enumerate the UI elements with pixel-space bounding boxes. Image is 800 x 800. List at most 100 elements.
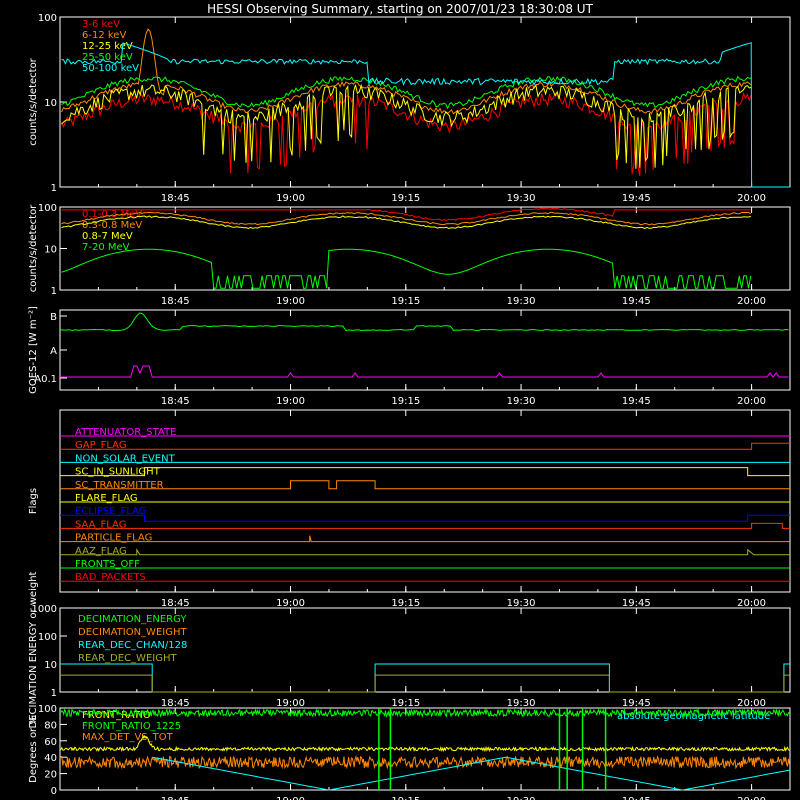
panel-frame [59,206,791,291]
x-tick-label: 19:45 [622,296,651,307]
series-line [61,42,790,188]
legend-entry: MAX_DET_VS_TOT [82,732,174,743]
y-tick-label: 100 [38,13,57,24]
x-tick-label: 18:45 [161,598,190,609]
flag-label: ECLIPSE_FLAG [75,506,146,517]
y-axis-label: Degrees or % [28,715,39,783]
legend-entry: REAR_DEC_WEIGHT [78,653,177,664]
flag-label: FLARE_FLAG [75,493,138,504]
x-tick-label: 19:30 [507,396,536,407]
x-tick-label: 19:00 [276,296,305,307]
panel-frame [59,409,791,593]
series-line [61,207,751,221]
y-axis-label: counts/s/detector [28,204,39,292]
x-tick-label: 19:15 [391,698,420,709]
x-tick-label: 18:45 [161,296,190,307]
x-tick-label: 20:00 [737,698,766,709]
series-line [61,83,752,169]
x-tick-label: 18:45 [161,396,190,407]
x-tick-label: 19:45 [622,598,651,609]
x-tick-label: 19:45 [622,796,651,800]
legend-entry: DECIMATION_ENERGY [78,614,187,625]
legend-entry: 25-50 keV [82,52,133,63]
y-tick-label: 20 [44,770,57,781]
x-tick-label: 19:30 [507,193,536,204]
y-tick-label: 0 [51,786,57,797]
series-line [61,75,752,110]
panel-frame [59,309,791,391]
panel-frame [59,707,791,791]
x-tick-label: 19:45 [622,698,651,709]
goes-long-trace [59,312,789,332]
x-tick-label: 20:00 [737,296,766,307]
y-tick-label: 1000 [32,604,57,615]
goes-short-trace [60,365,789,378]
y-tick-label: A0.1 [34,374,57,385]
flag-line [60,467,790,477]
legend-entry: 0.3-0.8 MeV [82,220,142,231]
plot-title: HESSI Observing Summary, starting on 200… [207,2,593,16]
y-tick-label: 10 [44,660,57,671]
panel-flags: Flags 18:45 19:00 19:15 19:30 19:45 20:00 ATTEN… [28,409,791,609]
panel-xray-lightcurves: counts/s/detector 18:45 19:00 19:15 19:30 19:… [28,13,791,204]
legend-entry: 50-100 keV [82,63,139,74]
y-tick-label: 60 [44,737,57,748]
panel-goes: GOES-12 [W m⁻²] 18:45 19:00 19:15 19:30 19:45… [28,306,791,407]
x-tick-label: 19:00 [276,396,305,407]
flag-label: NON_SOLAR_EVENT [75,453,176,464]
y-tick-label: 1 [51,688,57,699]
flag-line [60,535,790,543]
flag-label: SAA_FLAG [75,519,126,530]
flag-line [60,514,790,522]
x-tick-label: 20:00 [737,796,766,800]
y-tick-label: 1 [51,286,57,297]
flag-label: SC_TRANSMITTER [75,480,164,491]
x-tick-label: 19:30 [507,296,536,307]
x-tick-label: 19:15 [391,296,420,307]
flag-label: PARTICLE_FLAG [75,533,152,544]
flag-line [60,480,790,490]
max-det-trace [59,755,790,770]
flag-line [60,442,790,450]
legend-entry: absolute geomagnetic latitude [617,711,770,722]
x-tick-label: 20:00 [737,193,766,204]
x-tick-label: 19:15 [391,796,420,800]
x-tick-label: 19:00 [276,796,305,800]
latitude-trace [152,756,791,791]
y-axis-label: GOES-12 [W m⁻²] [28,306,39,394]
x-tick-label: 19:15 [391,598,420,609]
x-tick-label: 19:30 [507,598,536,609]
flag-label: AAZ_FLAG [75,546,127,557]
rear-dec-weight-line [60,674,790,693]
legend-entry: REAR_DEC_CHAN/128 [78,640,187,651]
x-tick-label: 20:00 [737,598,766,609]
series-line [61,248,752,289]
panel-ratios: Degrees or % 18:45 19:00 19:15 19:30 19:45 20:… [28,704,791,800]
panel-frame [59,607,791,693]
x-tick-label: 19:45 [622,193,651,204]
flag-label: BAD_PACKETS [75,572,146,583]
y-tick-label: 100 [38,704,57,715]
y-tick-label: 40 [44,753,57,764]
series-line [61,28,752,115]
x-tick-label: 19:00 [276,193,305,204]
legend-entry: 6-12 keV [82,30,126,41]
y-tick-label: 100 [38,632,57,643]
flag-label: SC_IN_SUNLIGHT [75,467,161,478]
front-ratio-trace [59,734,790,753]
legend-entry: 12-25 keV [82,41,133,52]
legend-entry: FRONT_RATIO_1225 [82,721,181,732]
x-tick-label: 19:30 [507,796,536,800]
y-tick-label: 80 [44,720,57,731]
x-tick-label: 19:00 [276,698,305,709]
y-axis-label: counts/s/detector [28,57,39,145]
y-tick-label: B [50,312,57,323]
panel-gamma-lightcurves: counts/s/detector 18:45 19:00 19:15 19:30 19:… [28,203,791,307]
panel-decimation: DECIMATION ENERGY or weight 18:45 19:00 19:… [28,571,791,728]
legend-entry: DECIMATION_WEIGHT [78,627,187,638]
x-tick-label: 18:45 [161,698,190,709]
x-tick-label: 19:45 [622,396,651,407]
y-axis-label: Flags [28,488,39,514]
